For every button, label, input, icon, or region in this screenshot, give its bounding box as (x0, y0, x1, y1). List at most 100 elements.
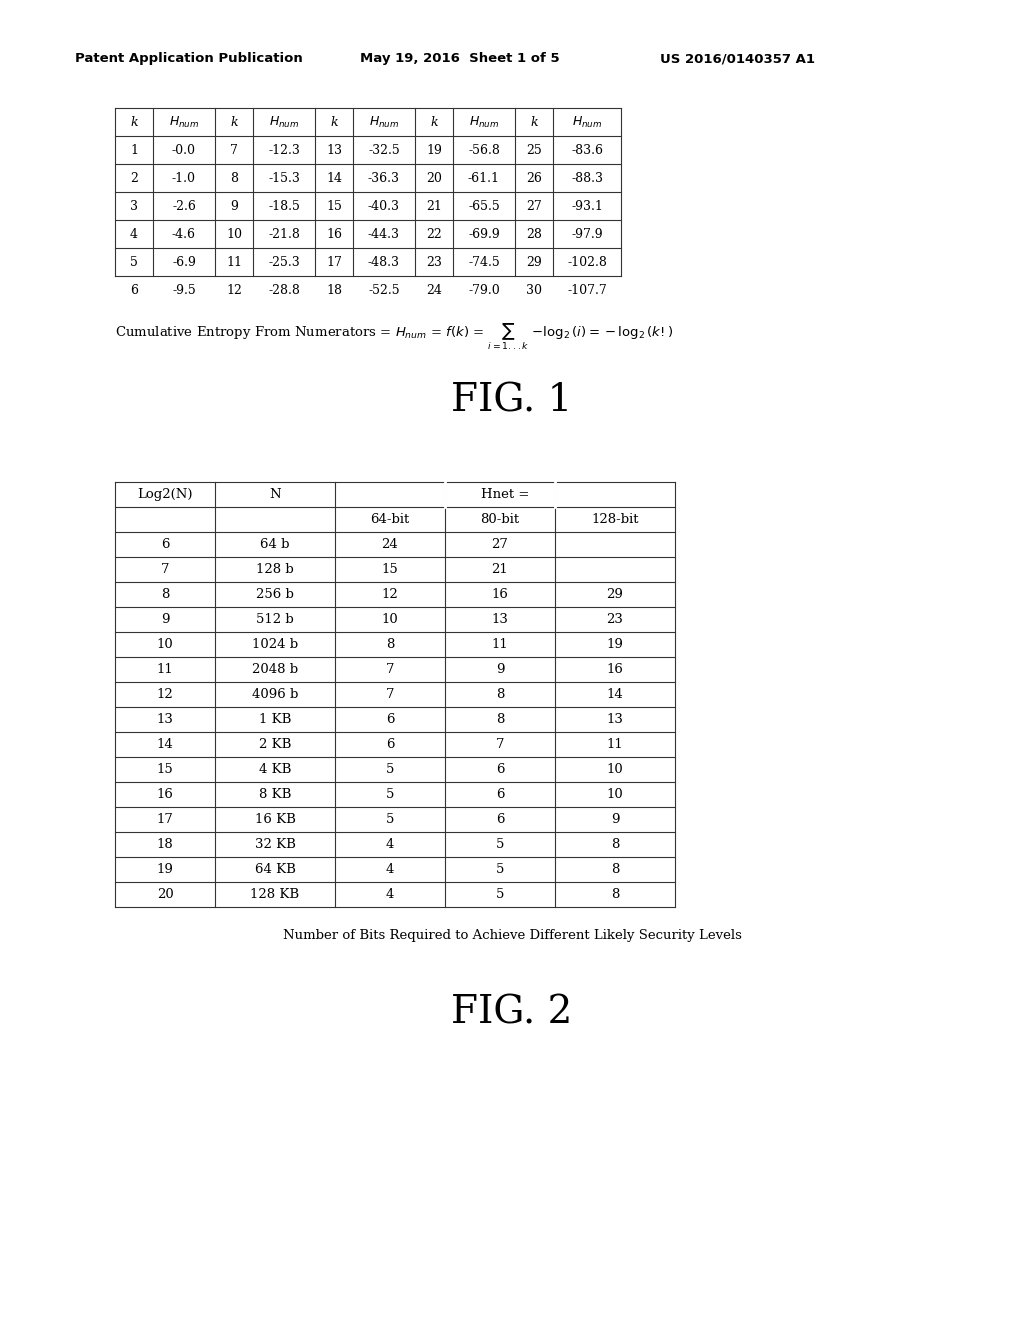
Text: 5: 5 (386, 763, 394, 776)
Text: 4 KB: 4 KB (259, 763, 291, 776)
Text: 18: 18 (326, 284, 342, 297)
Text: -18.5: -18.5 (268, 199, 300, 213)
Text: US 2016/0140357 A1: US 2016/0140357 A1 (660, 51, 815, 65)
Text: 64 KB: 64 KB (255, 863, 296, 876)
Text: -25.3: -25.3 (268, 256, 300, 268)
Text: 16: 16 (326, 227, 342, 240)
Text: k: k (330, 116, 338, 128)
Text: -93.1: -93.1 (571, 199, 603, 213)
Text: 13: 13 (492, 612, 509, 626)
Text: -79.0: -79.0 (468, 284, 500, 297)
Text: 6: 6 (386, 713, 394, 726)
Text: 19: 19 (426, 144, 442, 157)
Text: 5: 5 (130, 256, 138, 268)
Text: k: k (130, 116, 138, 128)
Text: 23: 23 (606, 612, 624, 626)
Text: 11: 11 (492, 638, 508, 651)
Text: 26: 26 (526, 172, 542, 185)
Text: 11: 11 (226, 256, 242, 268)
Text: 5: 5 (496, 838, 504, 851)
Text: 9: 9 (230, 199, 238, 213)
Text: FIG. 2: FIG. 2 (452, 994, 572, 1031)
Text: 6: 6 (130, 284, 138, 297)
Text: -97.9: -97.9 (571, 227, 603, 240)
Text: 3: 3 (130, 199, 138, 213)
Text: -0.0: -0.0 (172, 144, 196, 157)
Text: 17: 17 (157, 813, 173, 826)
Text: 4: 4 (130, 227, 138, 240)
Text: 14: 14 (157, 738, 173, 751)
Text: 8: 8 (161, 587, 169, 601)
Text: 4: 4 (386, 838, 394, 851)
Text: -36.3: -36.3 (368, 172, 400, 185)
Text: -107.7: -107.7 (567, 284, 607, 297)
Text: 16 KB: 16 KB (255, 813, 296, 826)
Text: 8: 8 (496, 688, 504, 701)
Text: 512 b: 512 b (256, 612, 294, 626)
Text: -9.5: -9.5 (172, 284, 196, 297)
Text: 21: 21 (492, 564, 508, 576)
Text: -83.6: -83.6 (571, 144, 603, 157)
Text: FIG. 1: FIG. 1 (452, 381, 572, 418)
Text: 8: 8 (610, 838, 620, 851)
Text: 6: 6 (496, 763, 504, 776)
Text: 29: 29 (526, 256, 542, 268)
Text: -2.6: -2.6 (172, 199, 196, 213)
Text: 5: 5 (496, 888, 504, 902)
Text: $H_{num}$: $H_{num}$ (268, 115, 299, 129)
Text: 8 KB: 8 KB (259, 788, 291, 801)
Text: 17: 17 (326, 256, 342, 268)
Text: -1.0: -1.0 (172, 172, 196, 185)
Text: 5: 5 (386, 788, 394, 801)
Text: 7: 7 (386, 663, 394, 676)
Text: 4: 4 (386, 863, 394, 876)
Text: -56.8: -56.8 (468, 144, 500, 157)
Text: 22: 22 (426, 227, 442, 240)
Text: -28.8: -28.8 (268, 284, 300, 297)
Text: -48.3: -48.3 (368, 256, 400, 268)
Text: 25: 25 (526, 144, 542, 157)
Text: 11: 11 (606, 738, 624, 751)
Text: 64 b: 64 b (260, 539, 290, 550)
Text: k: k (530, 116, 538, 128)
Text: 16: 16 (606, 663, 624, 676)
Text: 1: 1 (130, 144, 138, 157)
Text: -6.9: -6.9 (172, 256, 196, 268)
Text: 12: 12 (157, 688, 173, 701)
Text: 5: 5 (496, 863, 504, 876)
Text: 10: 10 (226, 227, 242, 240)
Text: 6: 6 (386, 738, 394, 751)
Text: 18: 18 (157, 838, 173, 851)
Text: -74.5: -74.5 (468, 256, 500, 268)
Text: 2048 b: 2048 b (252, 663, 298, 676)
Text: 15: 15 (326, 199, 342, 213)
Text: 14: 14 (326, 172, 342, 185)
Text: 30: 30 (526, 284, 542, 297)
Text: 10: 10 (606, 763, 624, 776)
Text: -61.1: -61.1 (468, 172, 500, 185)
Text: 7: 7 (386, 688, 394, 701)
Text: 1024 b: 1024 b (252, 638, 298, 651)
Text: 6: 6 (161, 539, 169, 550)
Text: 2 KB: 2 KB (259, 738, 291, 751)
Text: 11: 11 (157, 663, 173, 676)
Text: 10: 10 (157, 638, 173, 651)
Text: 5: 5 (386, 813, 394, 826)
Text: 80-bit: 80-bit (480, 513, 519, 525)
Text: 6: 6 (496, 813, 504, 826)
Text: 7: 7 (496, 738, 504, 751)
Text: 4: 4 (386, 888, 394, 902)
Text: 7: 7 (230, 144, 238, 157)
Text: 8: 8 (386, 638, 394, 651)
Text: $H_{num}$: $H_{num}$ (571, 115, 602, 129)
Text: 32 KB: 32 KB (255, 838, 296, 851)
Text: -12.3: -12.3 (268, 144, 300, 157)
Text: $H_{num}$: $H_{num}$ (169, 115, 200, 129)
Text: $H_{num}$: $H_{num}$ (469, 115, 500, 129)
Text: -65.5: -65.5 (468, 199, 500, 213)
Text: 9: 9 (496, 663, 504, 676)
Text: 16: 16 (492, 587, 509, 601)
Text: 128 b: 128 b (256, 564, 294, 576)
Text: Patent Application Publication: Patent Application Publication (75, 51, 303, 65)
Text: -40.3: -40.3 (368, 199, 400, 213)
